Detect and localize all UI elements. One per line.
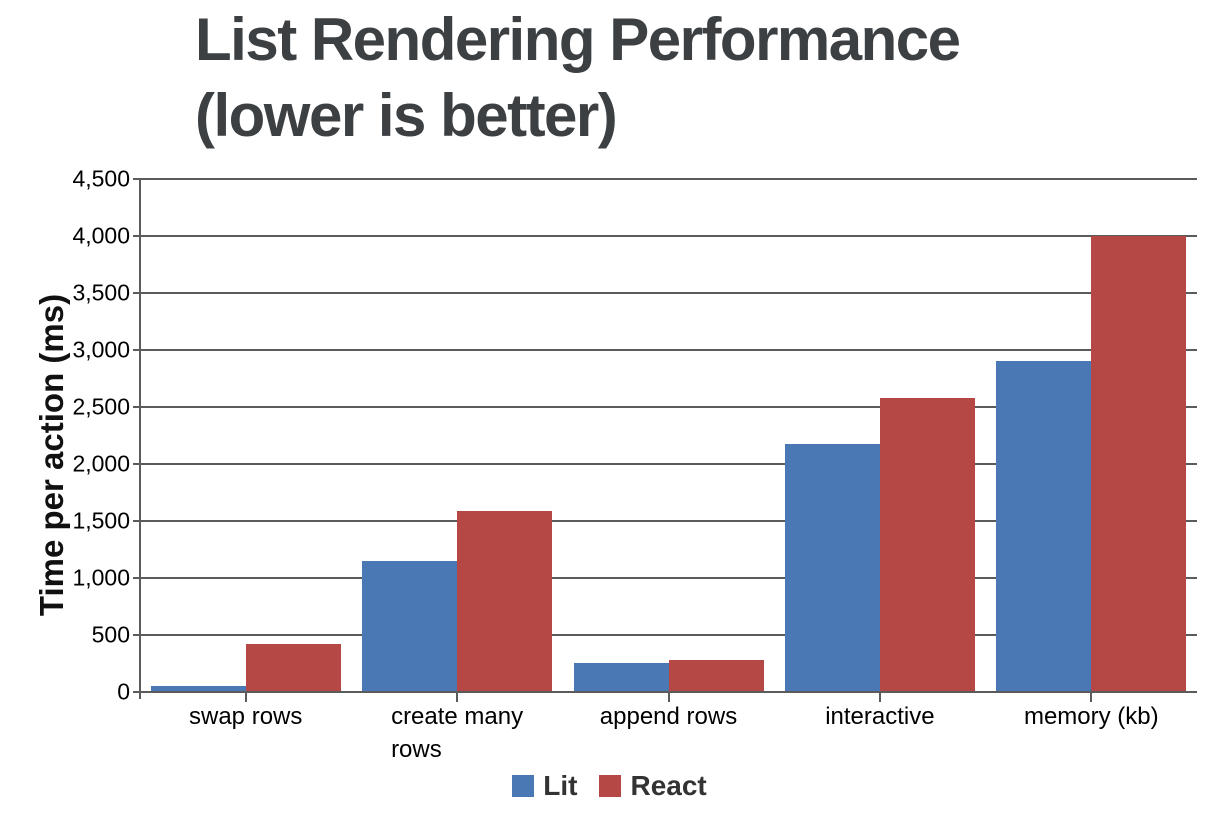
x-tick-mark-create-many-rows: [456, 692, 459, 702]
x-label-wrap-append-rows: append rows: [563, 700, 775, 733]
bar-lit-memory-kb-: [996, 361, 1092, 692]
y-tick-label-1-000: 1,000: [72, 564, 130, 591]
gridline-3-000: [140, 349, 1197, 351]
gridline-2-500: [140, 406, 1197, 408]
y-tick-label-3-000: 3,000: [72, 336, 130, 363]
chart-title: List Rendering Performance (lower is bet…: [195, 2, 961, 154]
x-label-memory-kb-: memory (kb): [1023, 703, 1159, 730]
y-tick-mark-500: [133, 634, 140, 636]
y-tick-label-1-500: 1,500: [72, 507, 130, 534]
legend-item-react: React: [599, 770, 707, 802]
bar-lit-interactive: [784, 444, 880, 692]
legend-swatch-react: [599, 775, 622, 797]
y-tick-label-2-500: 2,500: [72, 393, 130, 420]
bar-react-create-many-rows: [457, 511, 553, 692]
y-tick-mark-2-000: [133, 463, 140, 465]
gridline-1-500: [140, 520, 1197, 522]
gridline-4-000: [140, 235, 1197, 237]
bar-lit-append-rows: [573, 663, 669, 692]
y-tick-mark-1-500: [133, 520, 140, 522]
x-label-wrap-swap-rows: swap rows: [140, 700, 352, 733]
bar-react-interactive: [879, 398, 975, 692]
x-label-wrap-memory-kb-: memory (kb): [985, 700, 1197, 733]
y-tick-label-3-500: 3,500: [72, 279, 130, 306]
legend: Lit React: [0, 770, 1219, 802]
bar-react-append-rows: [668, 660, 764, 692]
y-tick-mark-4-500: [133, 178, 140, 180]
x-tick-mark-swap-rows: [244, 692, 247, 702]
bar-lit-create-many-rows: [362, 561, 458, 692]
gridline-500: [140, 634, 1197, 636]
gridline-4-500: [140, 178, 1197, 180]
gridline-1-000: [140, 577, 1197, 579]
y-tick-mark-3-000: [133, 349, 140, 351]
y-tick-label-2-000: 2,000: [72, 450, 130, 477]
y-tick-mark-1-000: [133, 577, 140, 579]
x-tick-mark-memory-kb-: [1090, 692, 1093, 702]
legend-label-react: React: [630, 770, 707, 801]
bar-react-memory-kb-: [1091, 236, 1187, 692]
legend-swatch-lit: [512, 775, 535, 797]
chart-title-line-2: (lower is better): [195, 82, 618, 149]
y-tick-mark-3-500: [133, 292, 140, 294]
legend-item-lit: Lit: [512, 770, 577, 802]
y-tick-label-0: 0: [117, 678, 130, 705]
x-label-wrap-interactive: interactive: [774, 700, 986, 733]
gridline-2-000: [140, 463, 1197, 465]
y-tick-label-4-000: 4,000: [72, 222, 130, 249]
x-tick-mark-interactive: [878, 692, 881, 702]
legend-label-lit: Lit: [543, 770, 578, 801]
x-label-swap-rows: swap rows: [189, 703, 303, 730]
x-label-wrap-create-many-rows: create many rows: [351, 700, 563, 766]
bar-lit-swap-rows: [150, 686, 246, 692]
x-label-interactive: interactive: [825, 703, 935, 730]
x-tick-mark-append-rows: [667, 692, 670, 702]
x-label-create-many-rows: create many rows: [391, 703, 524, 763]
y-tick-mark-4-000: [133, 235, 140, 237]
gridline-3-500: [140, 292, 1197, 294]
y-axis-line: [139, 178, 141, 699]
y-tick-label-500: 500: [91, 621, 130, 648]
x-axis-line: [140, 691, 1197, 693]
y-tick-mark-0: [133, 691, 140, 693]
y-tick-label-4-500: 4,500: [72, 165, 130, 192]
bar-react-swap-rows: [245, 644, 341, 692]
x-label-append-rows: append rows: [599, 703, 738, 730]
y-tick-mark-2-500: [133, 406, 140, 408]
chart-title-line-1: List Rendering Performance: [195, 6, 961, 73]
